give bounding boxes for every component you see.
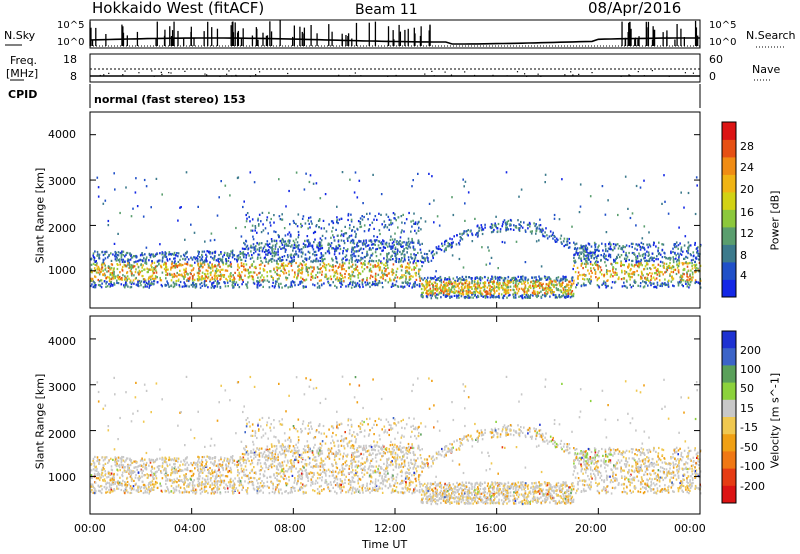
freq-panel (89, 53, 701, 83)
power-cb-tick-24: 24 (740, 161, 754, 174)
velocity-ytick-1000: 1000 (48, 471, 76, 484)
beam-title: Beam 11 (355, 2, 418, 18)
xtick-0: 00:00 (74, 522, 106, 535)
velocity-cb-tick-m50: -50 (740, 441, 758, 454)
velocity-cb-tick-m200: -200 (740, 480, 765, 493)
power-colorbar-swatch (722, 209, 736, 228)
cpid-text: normal (fast stereo) 153 (94, 93, 246, 106)
cpid-panel (89, 84, 701, 108)
power-cb-tick-16: 16 (740, 206, 754, 219)
velocity-cb-tick-m15: -15 (740, 421, 758, 434)
xtick-2: 08:00 (274, 522, 306, 535)
nsky-label: N.Sky (4, 29, 36, 42)
xlabel: Time UT (362, 538, 408, 551)
velocity-colorbar-swatch (722, 417, 736, 435)
power-colorbar-swatch (722, 192, 736, 210)
velocity-colorbar-swatch (722, 451, 736, 469)
velocity-ytick-4000: 4000 (48, 335, 76, 348)
velocity-cb-tick-100: 100 (740, 363, 761, 376)
power-colorbar-swatch (722, 262, 736, 280)
freq-right-top-tick: 60 (709, 53, 723, 66)
power-colorbar-swatch (722, 174, 736, 193)
freq-right-bottom-tick: 0 (709, 70, 716, 83)
freq-left-bottom-tick: 8 (70, 70, 77, 83)
legend-lines (5, 44, 786, 81)
velocity-colorbar-swatch (722, 434, 736, 452)
velocity-colorbar (721, 330, 737, 504)
power-colorbar-swatch (722, 122, 736, 140)
xtick-3: 12:00 (374, 522, 406, 535)
power-cb-tick-4: 4 (740, 269, 747, 282)
xtick-4: 16:00 (475, 522, 507, 535)
power-ytick-2000: 2000 (48, 222, 76, 235)
xtick-5: 20:00 (575, 522, 607, 535)
velocity-colorbar-swatch (722, 348, 736, 366)
power-cb-tick-12: 12 (740, 227, 754, 240)
velocity-ytick-3000: 3000 (48, 381, 76, 394)
power-colorbar-swatch (722, 227, 736, 245)
velocity-colorbar-swatch (722, 382, 736, 401)
xtick-6: 00:00 (674, 522, 706, 535)
noise-right-bottom-tick: 10^0 (709, 37, 737, 48)
power-cb-tick-28: 28 (740, 140, 754, 153)
power-colorbar-swatch (722, 157, 736, 175)
power-ytick-1000: 1000 (48, 264, 76, 277)
velocity-colorbar-swatch (722, 331, 736, 349)
power-panel (89, 111, 702, 309)
nsearch-label: N.Search (746, 29, 796, 42)
velocity-cb-tick-200: 200 (740, 344, 761, 357)
velocity-ytick-2000: 2000 (48, 428, 76, 441)
cpid-label: CPID (8, 88, 38, 101)
date-title: 08/Apr/2016 (588, 0, 682, 17)
velocity-colorbar-swatch (722, 485, 736, 504)
velocity-cb-tick-15: 15 (740, 402, 754, 415)
xtick-1: 04:00 (174, 522, 206, 535)
power-ytick-3000: 3000 (48, 175, 76, 188)
freq-label-2: [MHz] (6, 67, 39, 80)
power-cb-tick-20: 20 (740, 183, 754, 196)
velocity-cb-tick-50: 50 (740, 382, 754, 395)
power-cb-tick-8: 8 (740, 249, 747, 262)
noise-left-bottom-tick: 10^0 (57, 37, 85, 48)
velocity-colorbar-swatch (722, 468, 736, 487)
power-colorbar-swatch (722, 244, 736, 263)
velocity-colorbar-swatch (722, 399, 736, 418)
noise-right-top-tick: 10^5 (709, 20, 737, 31)
freq-left-top-tick: 18 (63, 53, 77, 66)
noise-left-top-tick: 10^5 (57, 20, 85, 31)
station-title: Hokkaido West (fitACF) (92, 0, 265, 17)
velocity-colorbar-swatch (722, 365, 736, 383)
freq-label-1: Freq. (10, 54, 38, 67)
power-colorbar-swatch (722, 139, 736, 158)
power-ytick-4000: 4000 (48, 128, 76, 141)
power-colorbar-swatch (722, 279, 736, 298)
velocity-cb-tick-m100: -100 (740, 460, 765, 473)
power-colorbar (721, 121, 737, 298)
noise-panel (89, 19, 701, 49)
velocity-panel (89, 302, 702, 515)
nave-label: Nave (752, 63, 781, 76)
